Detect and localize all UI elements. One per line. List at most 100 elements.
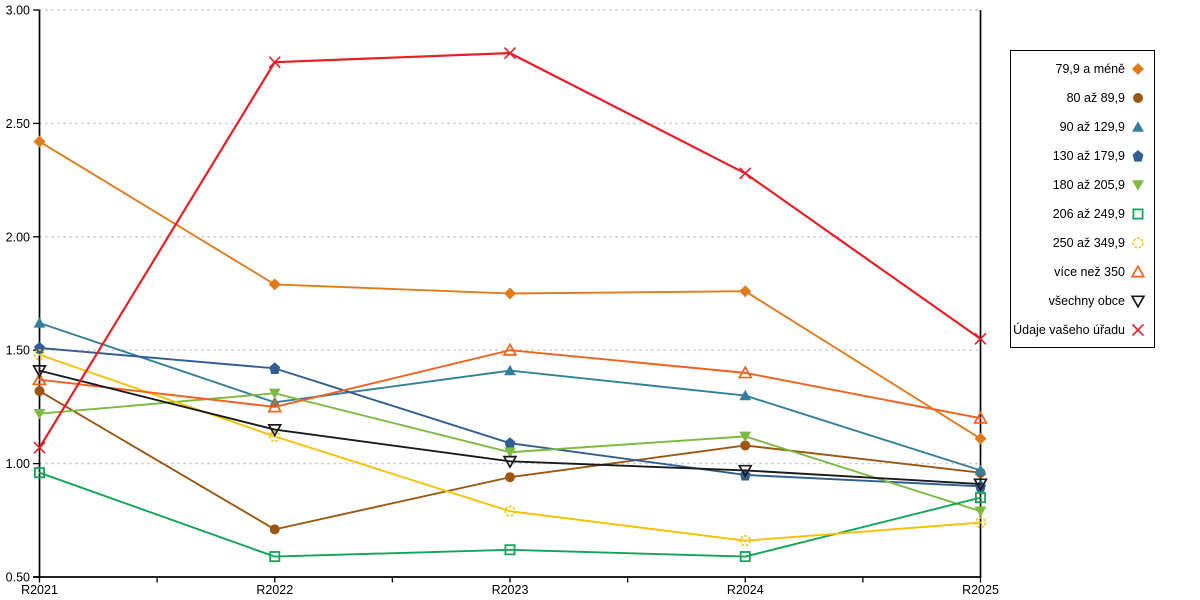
marker-triangle-down <box>974 506 987 518</box>
y-tick-label: 2.00 <box>6 230 30 244</box>
marker-square <box>975 492 987 504</box>
x-tick-label: R2022 <box>256 583 293 597</box>
legend-label: 130 až 179,9 <box>1052 148 1125 163</box>
y-tick-label: 1.50 <box>6 344 30 358</box>
marker-triangle-up <box>973 410 988 424</box>
series-line-9 <box>38 51 982 449</box>
marker-triangle-down <box>739 431 752 443</box>
marker-circle <box>740 440 751 451</box>
marker-triangle-down <box>973 478 988 492</box>
marker-circle-dashed <box>269 430 281 442</box>
marker-triangle-down <box>504 447 516 459</box>
marker-triangle-up <box>32 372 47 386</box>
marker-x <box>268 56 281 69</box>
marker-circle-dashed <box>1132 236 1144 249</box>
legend-marker-icon <box>1132 120 1144 132</box>
legend-marker-icon <box>1132 149 1144 162</box>
marker-square <box>504 544 516 556</box>
x-tick-label: R2025 <box>962 583 999 597</box>
marker-circle-dashed <box>504 505 516 517</box>
marker-x <box>33 441 46 454</box>
marker-diamond <box>739 285 752 298</box>
marker-triangle-up <box>739 389 752 401</box>
x-tick-label: R2021 <box>21 583 58 597</box>
marker-diamond <box>504 287 516 300</box>
legend-item: 80 až 89,9 <box>1013 84 1146 111</box>
series-line-7 <box>38 349 982 420</box>
marker-triangle-down <box>737 464 753 478</box>
marker-x <box>739 167 752 180</box>
legend-item: Údaje vašeho úřadu <box>1013 316 1146 343</box>
chart-legend: 79,9 a méně 80 až 89,9 90 až 129,9 130 až 1… <box>1010 50 1155 348</box>
marker-diamond <box>974 432 987 445</box>
marker-x <box>974 332 987 345</box>
series-line-1 <box>38 390 982 531</box>
legend-item: více než 350 <box>1013 258 1146 285</box>
legend-label: 206 až 249,9 <box>1052 206 1125 221</box>
marker-circle <box>269 524 280 535</box>
marker-circle-dashed <box>33 349 46 361</box>
marker-circle <box>505 472 515 483</box>
marker-circle <box>34 386 45 397</box>
marker-circle <box>1133 92 1143 103</box>
marker-triangle-up <box>974 464 987 476</box>
y-tick-label: 1.00 <box>6 457 30 471</box>
marker-triangle-up <box>737 365 753 379</box>
marker-diamond <box>33 135 46 148</box>
marker-triangle-up <box>267 399 283 413</box>
legend-label: více než 350 <box>1054 264 1125 279</box>
marker-square <box>269 551 281 563</box>
legend-item: 90 až 129,9 <box>1013 113 1146 140</box>
marker-square <box>1132 208 1144 219</box>
y-tick-label: 2.50 <box>6 117 30 131</box>
y-tick-label: 3.00 <box>6 4 30 18</box>
legend-item: 79,9 a méně <box>1013 55 1146 82</box>
legend-marker-icon <box>1133 92 1143 103</box>
marker-circle-dashed <box>974 516 987 529</box>
legend-label: 90 až 129,9 <box>1059 119 1125 134</box>
marker-diamond <box>268 278 281 291</box>
legend-marker-icon <box>1130 263 1146 278</box>
legend-marker-icon <box>1132 208 1144 219</box>
legend-label: 80 až 89,9 <box>1066 90 1125 105</box>
series-line-5 <box>38 471 982 558</box>
marker-triangle-down <box>32 365 47 379</box>
marker-x <box>503 47 517 60</box>
marker-square <box>34 467 46 479</box>
marker-x <box>1131 323 1145 336</box>
y-tick-label: 0.50 <box>6 571 30 585</box>
legend-item: 180 až 205,9 <box>1013 171 1146 198</box>
marker-triangle-up <box>504 364 516 376</box>
marker-triangle-down <box>33 409 46 420</box>
marker-triangle-up <box>1132 120 1144 132</box>
legend-label: všechny obce <box>1048 293 1125 308</box>
marker-pentagon <box>269 362 281 374</box>
marker-pentagon <box>504 437 516 449</box>
marker-triangle-up <box>502 342 518 356</box>
legend-marker-icon <box>1131 323 1145 336</box>
legend-label: 250 až 349,9 <box>1052 235 1125 250</box>
legend-marker-icon <box>1132 236 1144 249</box>
marker-triangle-down <box>502 455 518 469</box>
legend-item: 250 až 349,9 <box>1013 229 1146 256</box>
marker-triangle-up <box>1130 263 1146 278</box>
legend-marker-icon <box>1132 62 1144 75</box>
legend-label: 79,9 a méně <box>1055 61 1126 76</box>
marker-square <box>739 551 751 563</box>
legend-item: všechny obce <box>1013 287 1146 314</box>
x-tick-label: R2024 <box>727 583 764 597</box>
legend-label: 180 až 205,9 <box>1052 177 1125 192</box>
marker-triangle-down <box>268 388 281 400</box>
marker-diamond <box>1132 62 1144 75</box>
marker-triangle-up <box>33 317 46 328</box>
marker-pentagon <box>1132 149 1144 162</box>
legend-marker-icon <box>1132 179 1144 191</box>
legend-item: 130 až 179,9 <box>1013 142 1146 169</box>
marker-triangle-down <box>1130 294 1146 309</box>
legend-marker-icon <box>1130 294 1146 309</box>
marker-triangle-down <box>1132 179 1144 191</box>
marker-triangle-down <box>267 424 283 438</box>
legend-item: 206 až 249,9 <box>1013 200 1146 227</box>
